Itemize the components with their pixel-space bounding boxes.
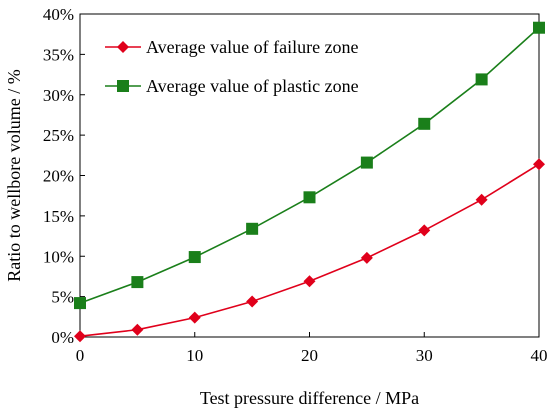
- series-1-line: [79, 163, 540, 337]
- series-2: [74, 21, 545, 310]
- series-1-point: [74, 330, 86, 343]
- legend-swatch-marker: [117, 41, 129, 53]
- x-tick-label: 40: [531, 346, 548, 365]
- plot-area-frame: [79, 13, 540, 338]
- series-2-point: [131, 276, 144, 289]
- y-tick-label: 5%: [51, 288, 74, 307]
- series-2-point: [418, 117, 431, 130]
- series-2-point: [475, 73, 488, 86]
- x-tick-label: 30: [416, 346, 433, 365]
- x-tick-label: 0: [76, 346, 85, 365]
- series-1-point: [418, 224, 431, 237]
- y-tick-label: 15%: [43, 207, 74, 226]
- series-2-line: [79, 27, 540, 304]
- x-axis-title: Test pressure difference / MPa: [200, 388, 419, 408]
- y-tick-label: 40%: [43, 5, 74, 24]
- series-2-point: [74, 297, 86, 310]
- series-1-point: [303, 275, 316, 288]
- y-tick-label: 30%: [43, 86, 74, 105]
- y-tick-label: 25%: [43, 126, 74, 145]
- legend-label: Average value of plastic zone: [146, 76, 359, 96]
- series-2-point: [188, 251, 201, 264]
- series-1-point: [360, 251, 373, 264]
- y-tick-label: 20%: [43, 167, 74, 186]
- x-tick-label: 20: [301, 346, 318, 365]
- series-1-point: [188, 311, 201, 324]
- series-1-point: [131, 323, 144, 336]
- series-1-point: [246, 295, 259, 308]
- y-tick-label: 0%: [51, 328, 74, 347]
- legend-swatch-marker: [117, 80, 129, 92]
- series-2-point: [246, 222, 259, 235]
- y-axis-title: Ratio to wellbore volume / %: [4, 69, 24, 281]
- y-tick-label: 35%: [43, 45, 74, 64]
- series-1-point: [533, 158, 545, 171]
- y-tick-label: 10%: [43, 247, 74, 266]
- legend-label: Average value of failure zone: [146, 37, 359, 57]
- legend-item-1: Average value of failure zone: [105, 37, 359, 57]
- series-2-point: [303, 191, 316, 204]
- series-1-point: [475, 193, 488, 206]
- series-2-point: [533, 21, 545, 34]
- x-tick-label: 10: [186, 346, 203, 365]
- legend-item-2: Average value of plastic zone: [105, 76, 359, 96]
- series-2-point: [360, 156, 373, 169]
- series-1: [74, 158, 545, 343]
